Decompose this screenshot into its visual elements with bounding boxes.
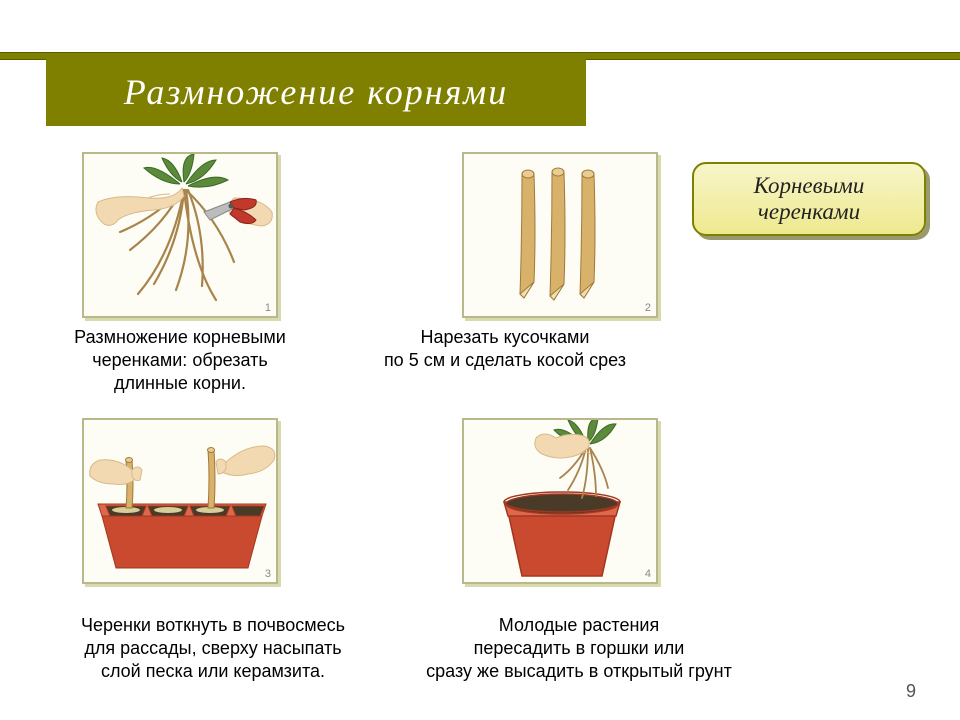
panel-1: 1 <box>82 152 278 318</box>
slide-title: Размножение корнями <box>124 71 509 113</box>
panel-4: 4 <box>462 418 658 584</box>
slide-title-box: Размножение корнями <box>46 58 586 126</box>
badge-line1: Корневыми <box>754 173 865 199</box>
panel-2: 2 <box>462 152 658 318</box>
panel-3: 3 <box>82 418 278 584</box>
panel-number: 2 <box>645 302 651 314</box>
subtitle-badge: Корневыми черенками <box>692 162 926 236</box>
caption-4: Молодые растенияпересадить в горшки илис… <box>396 614 762 683</box>
panel-number: 4 <box>645 568 651 580</box>
illustration-cut-roots <box>84 154 280 320</box>
caption-2: Нарезать кусочкамипо 5 см и сделать косо… <box>340 326 670 372</box>
panel-number: 1 <box>265 302 271 314</box>
illustration-cuttings <box>464 154 660 320</box>
panel-number: 3 <box>265 568 271 580</box>
badge-line2: черенками <box>758 199 860 225</box>
page-number: 9 <box>906 681 916 702</box>
caption-1: Размножение корневымичеренками: обрезать… <box>48 326 312 395</box>
caption-3: Черенки воткнуть в почвосмесьдля рассады… <box>58 614 368 683</box>
illustration-pot <box>464 420 660 586</box>
illustration-tray <box>84 420 280 586</box>
